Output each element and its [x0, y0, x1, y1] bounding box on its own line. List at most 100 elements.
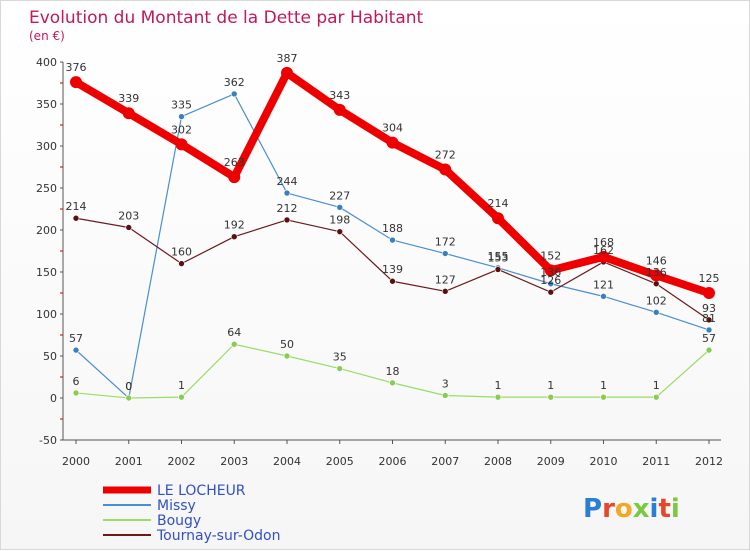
data-point: [336, 365, 344, 372]
chart-subtitle: (en €): [29, 29, 65, 43]
data-point: [652, 280, 660, 288]
data-label: 126: [540, 274, 561, 287]
data-label: 125: [699, 272, 720, 285]
data-label: 50: [280, 338, 294, 351]
x-tick-label: 2005: [326, 455, 354, 468]
y-tick-label: 0: [50, 392, 57, 405]
data-label: 155: [488, 250, 509, 263]
data-point: [283, 352, 291, 360]
y-tick-label: 350: [36, 98, 57, 111]
data-label: 57: [702, 332, 716, 345]
data-label: 203: [118, 209, 139, 222]
x-tick-label: 2009: [537, 455, 565, 468]
data-label: 168: [593, 236, 614, 249]
data-point: [492, 212, 504, 225]
data-point: [283, 216, 291, 224]
legend-label: LE LOCHEUR: [157, 483, 246, 499]
data-label: 57: [69, 332, 83, 345]
data-label: 93: [702, 302, 716, 315]
data-label: 0: [125, 380, 132, 393]
proxiti-logo: Proxiti: [583, 494, 680, 524]
data-point: [705, 316, 713, 324]
y-tick-label: 250: [36, 182, 57, 195]
data-point: [386, 136, 399, 149]
data-point: [125, 224, 133, 231]
data-point: [70, 76, 82, 89]
data-label: 335: [171, 99, 192, 112]
data-label: 1: [653, 379, 660, 392]
series-layer: [70, 66, 715, 402]
data-label: 81: [702, 312, 716, 325]
data-point: [547, 288, 555, 296]
data-point: [336, 228, 344, 235]
x-tick-label: 2010: [590, 455, 618, 468]
data-point: [650, 269, 663, 282]
y-tick-label: 150: [36, 266, 57, 279]
data-point: [178, 393, 185, 401]
chart-title: Evolution du Montant de la Dette par Hab…: [29, 8, 424, 28]
data-point: [389, 379, 396, 387]
data-point: [441, 288, 449, 295]
data-label: 212: [277, 202, 298, 215]
data-point: [228, 171, 241, 184]
data-label: 192: [224, 219, 245, 232]
y-tick-label: 400: [36, 56, 57, 69]
data-label: 136: [646, 266, 667, 279]
data-point: [336, 204, 344, 211]
legend-label: Tournay-sur-Odon: [156, 528, 280, 544]
y-tick-label: 100: [36, 308, 57, 321]
data-point: [597, 250, 610, 263]
data-label: 6: [73, 375, 80, 388]
x-tick-label: 2012: [695, 455, 723, 468]
y-tick-label: 200: [36, 224, 57, 237]
data-point: [547, 393, 555, 401]
legend-label: Bougy: [157, 513, 201, 529]
data-point: [230, 340, 238, 348]
data-point: [72, 389, 80, 397]
x-tick-label: 2003: [220, 455, 248, 468]
data-point: [125, 394, 133, 402]
data-label: 376: [66, 61, 87, 74]
data-point: [600, 293, 607, 300]
data-point: [705, 346, 713, 354]
data-point: [333, 103, 346, 116]
y-tick-label: -50: [39, 434, 57, 447]
x-tick-label: 2007: [431, 455, 459, 468]
data-point: [494, 393, 502, 401]
data-label: 102: [646, 294, 667, 307]
data-label: 153: [488, 251, 509, 264]
data-point: [230, 233, 238, 241]
x-tick-label: 2008: [484, 455, 512, 468]
data-label: 172: [435, 236, 456, 249]
y-tick-label: 50: [43, 350, 57, 363]
x-tick-label: 2004: [273, 455, 301, 468]
data-label: 214: [488, 197, 509, 210]
data-label: 339: [118, 92, 139, 105]
data-point: [283, 189, 291, 197]
data-point: [705, 326, 713, 334]
data-point: [441, 392, 449, 399]
data-label: 64: [227, 326, 241, 339]
data-label: 198: [329, 214, 350, 227]
data-label: 1: [178, 379, 185, 392]
data-label: 146: [646, 254, 667, 267]
data-label: 121: [593, 278, 614, 291]
data-label: 0: [125, 380, 132, 393]
data-label: 214: [66, 200, 87, 213]
data-point: [389, 236, 396, 244]
data-labels: 376 339 302 263 387 343 304 272 214 152 168 146 125 5…: [66, 52, 720, 393]
data-label: 227: [329, 189, 350, 202]
data-point: [122, 107, 135, 120]
data-label: 343: [329, 89, 350, 102]
data-label: 302: [171, 123, 192, 136]
data-label: 387: [277, 52, 298, 65]
x-tick-label: 2000: [62, 455, 90, 468]
data-label: 188: [382, 222, 403, 235]
data-label: 35: [333, 351, 347, 364]
data-label: 1: [547, 379, 554, 392]
data-label: 152: [540, 249, 561, 262]
